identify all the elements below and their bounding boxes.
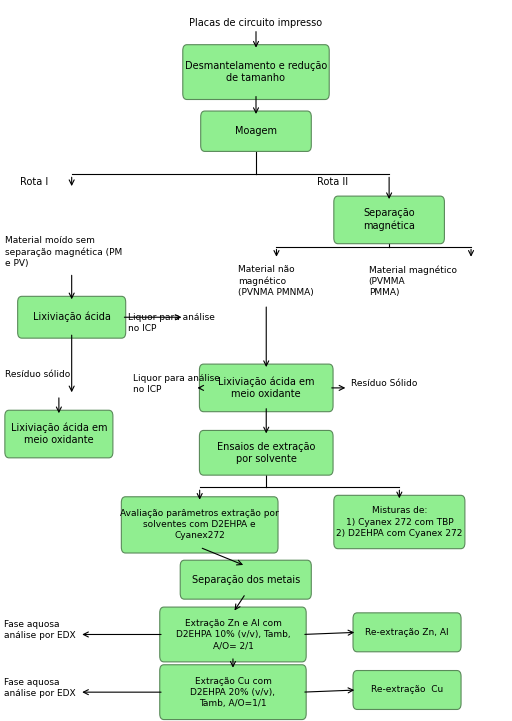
Text: Material magnético
(PVMMA
PMMA): Material magnético (PVMMA PMMA) [369,265,457,297]
Text: Fase aquosa
análise por EDX: Fase aquosa análise por EDX [4,620,76,640]
Text: Rota II: Rota II [317,177,349,187]
Text: Lixiviação ácida em
meio oxidante: Lixiviação ácida em meio oxidante [11,423,107,446]
Text: Misturas de:
1) Cyanex 272 com TBP
2) D2EHPA com Cyanex 272: Misturas de: 1) Cyanex 272 com TBP 2) D2… [336,506,462,538]
Text: Extração Zn e Al com
D2EHPA 10% (v/v), Tamb,
A/O= 2/1: Extração Zn e Al com D2EHPA 10% (v/v), T… [176,619,290,650]
Text: Separação
magnética: Separação magnética [363,208,415,231]
Text: Moagem: Moagem [235,126,277,136]
Text: Resíduo sólido: Resíduo sólido [5,371,70,379]
FancyBboxPatch shape [160,607,306,662]
Text: Extração Cu com
D2EHPA 20% (v/v),
Tamb, A/O=1/1: Extração Cu com D2EHPA 20% (v/v), Tamb, … [190,676,275,708]
Text: Ensaios de extração
por solvente: Ensaios de extração por solvente [217,441,315,464]
Text: Re-extração  Cu: Re-extração Cu [371,686,443,694]
FancyBboxPatch shape [201,111,311,151]
FancyBboxPatch shape [18,296,126,338]
FancyBboxPatch shape [160,665,306,720]
Text: Desmantelamento e redução
de tamanho: Desmantelamento e redução de tamanho [185,61,327,84]
FancyBboxPatch shape [200,364,333,412]
FancyBboxPatch shape [353,671,461,709]
Text: Liquor para análise
no ICP: Liquor para análise no ICP [133,373,220,394]
Text: Resíduo Sólido: Resíduo Sólido [351,379,417,388]
Text: Placas de circuito impresso: Placas de circuito impresso [189,18,323,28]
Text: Rota I: Rota I [20,177,49,187]
Text: Lixiviação ácida: Lixiviação ácida [33,312,111,322]
Text: Re-extração Zn, Al: Re-extração Zn, Al [365,628,449,637]
Text: Fase aquosa
análise por EDX: Fase aquosa análise por EDX [4,678,76,698]
Text: Material moído sem
separação magnética (PM
e PV): Material moído sem separação magnética (… [5,236,122,268]
Text: Liquor para análise
no ICP: Liquor para análise no ICP [128,313,215,333]
FancyBboxPatch shape [200,430,333,475]
Text: Separação dos metais: Separação dos metais [191,575,300,585]
FancyBboxPatch shape [334,495,465,549]
FancyBboxPatch shape [353,613,461,652]
FancyBboxPatch shape [5,410,113,458]
FancyBboxPatch shape [180,560,311,599]
Text: Lixiviação ácida em
meio oxidante: Lixiviação ácida em meio oxidante [218,376,314,399]
FancyBboxPatch shape [121,497,278,553]
FancyBboxPatch shape [334,196,444,244]
FancyBboxPatch shape [183,45,329,99]
Text: Material não
magnético
(PVNMA PMNMA): Material não magnético (PVNMA PMNMA) [238,265,314,297]
Text: Avaliação parâmetros extração por
solventes com D2EHPA e
Cyanex272: Avaliação parâmetros extração por solven… [120,509,279,541]
